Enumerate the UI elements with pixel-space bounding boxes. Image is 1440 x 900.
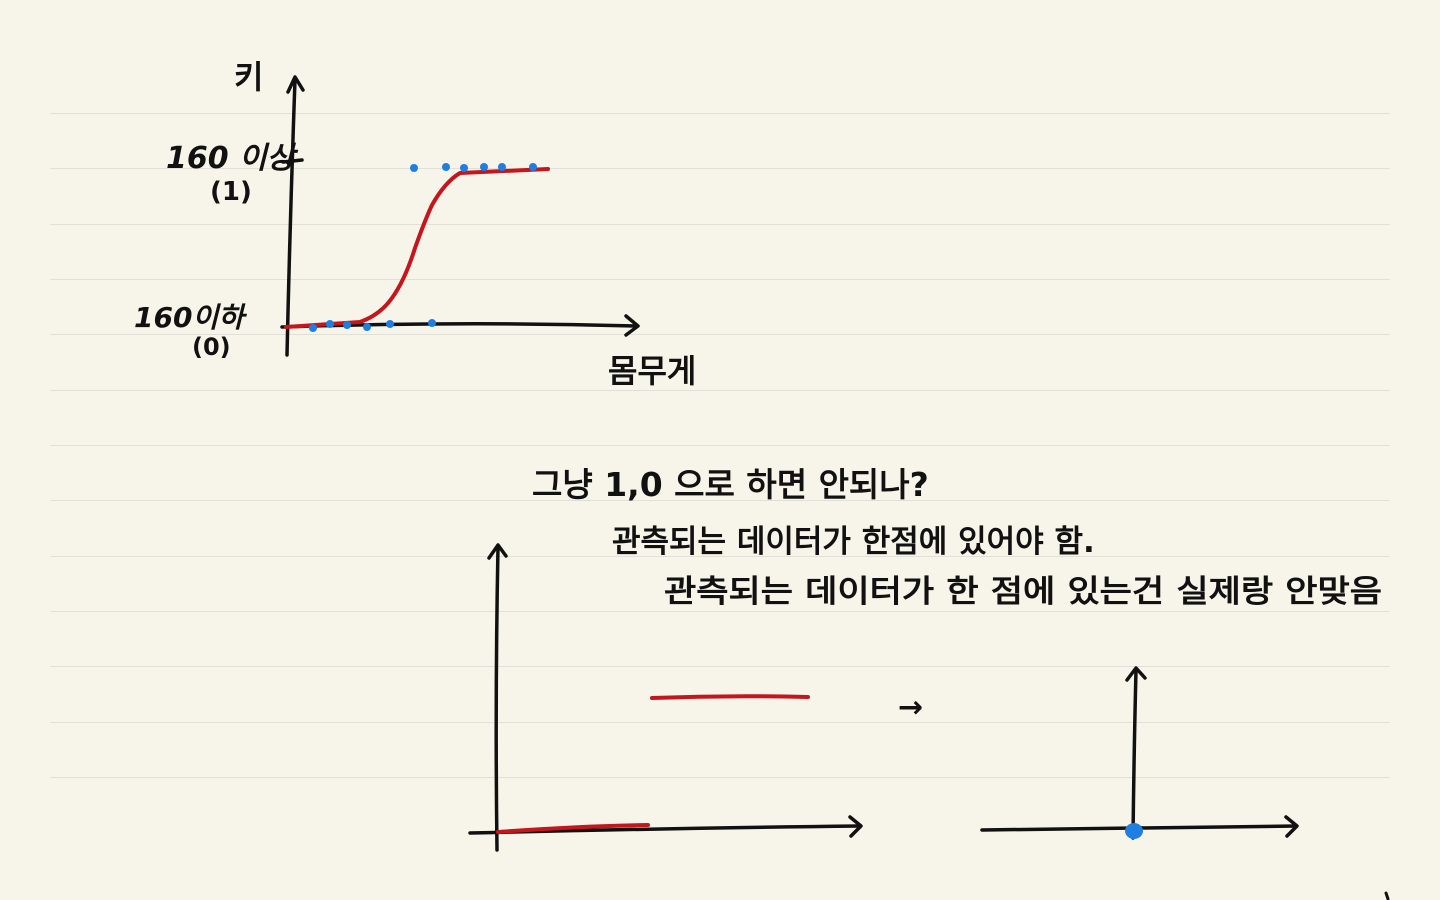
ruled-line: [50, 168, 1390, 169]
ruled-line: [50, 390, 1390, 391]
data-point: [442, 163, 450, 171]
transform-arrow: →: [898, 690, 923, 725]
ruled-line: [50, 224, 1390, 225]
ruled-line: [50, 777, 1390, 778]
step-graph: [468, 543, 863, 852]
step-y-axis-arrowhead: [487, 543, 508, 560]
point-x-axis-arrowhead: [1284, 815, 1299, 838]
ruled-line: [50, 500, 1390, 501]
handwritten-notes: 그냥 1,0 으로 하면 안되나? 관측되는 데이터가 한점에 있어야 함. 관…: [532, 465, 1382, 610]
step-lower-segment: [496, 823, 650, 834]
top-y-axis: [285, 78, 297, 357]
lower-tick-label: 160이하: [134, 301, 247, 334]
data-point: [326, 320, 334, 328]
data-point: [498, 163, 506, 171]
top-x-axis-arrowhead: [624, 314, 640, 337]
data-point: [428, 319, 436, 327]
stray-pen-mark: [1384, 891, 1390, 900]
y-axis-label: 키: [234, 58, 263, 96]
top-upper-tick: [281, 158, 304, 164]
lower-data-points: [309, 319, 436, 332]
ruled-line: [50, 334, 1390, 335]
data-point: [343, 321, 351, 329]
point-graph: [980, 666, 1299, 840]
top-graph: 키 160 이상 (1) 160이하 (0) 몸무게: [134, 58, 696, 390]
note-line-1: 그냥 1,0 으로 하면 안되나?: [532, 465, 929, 504]
lower-tick-value: (0): [192, 333, 231, 361]
ruled-line: [50, 722, 1390, 723]
ruled-line: [50, 666, 1390, 667]
step-upper-segment: [650, 694, 810, 700]
top-y-axis-arrowhead: [286, 75, 305, 94]
data-point: [480, 163, 488, 171]
upper-data-points: [410, 163, 537, 172]
step-y-axis: [494, 545, 500, 852]
data-point: [529, 163, 537, 171]
note-line-3: 관측되는 데이터가 한 점에 있는건 실제랑 안맞음: [664, 574, 1382, 610]
data-point: [460, 164, 468, 172]
data-point: [309, 324, 317, 332]
ruled-line: [50, 611, 1390, 612]
data-point: [410, 164, 418, 172]
ruled-line: [50, 113, 1390, 114]
upper-tick-label: 160 이상: [166, 141, 299, 176]
point-y-axis: [1131, 668, 1138, 840]
sigmoid-curve: [284, 167, 550, 329]
data-point: [363, 323, 371, 331]
ruled-line: [50, 556, 1390, 557]
upper-tick-value: (1): [210, 177, 252, 207]
data-point: [386, 320, 394, 328]
ruled-line: [50, 279, 1390, 280]
point-y-axis-arrowhead: [1125, 666, 1147, 682]
x-axis-label: 몸무게: [608, 352, 696, 390]
note-line-2: 관측되는 데이터가 한점에 있어야 함.: [612, 524, 1095, 560]
step-x-axis-arrowhead: [848, 815, 863, 838]
ruled-line: [50, 445, 1390, 446]
observed-point: [1125, 823, 1143, 839]
